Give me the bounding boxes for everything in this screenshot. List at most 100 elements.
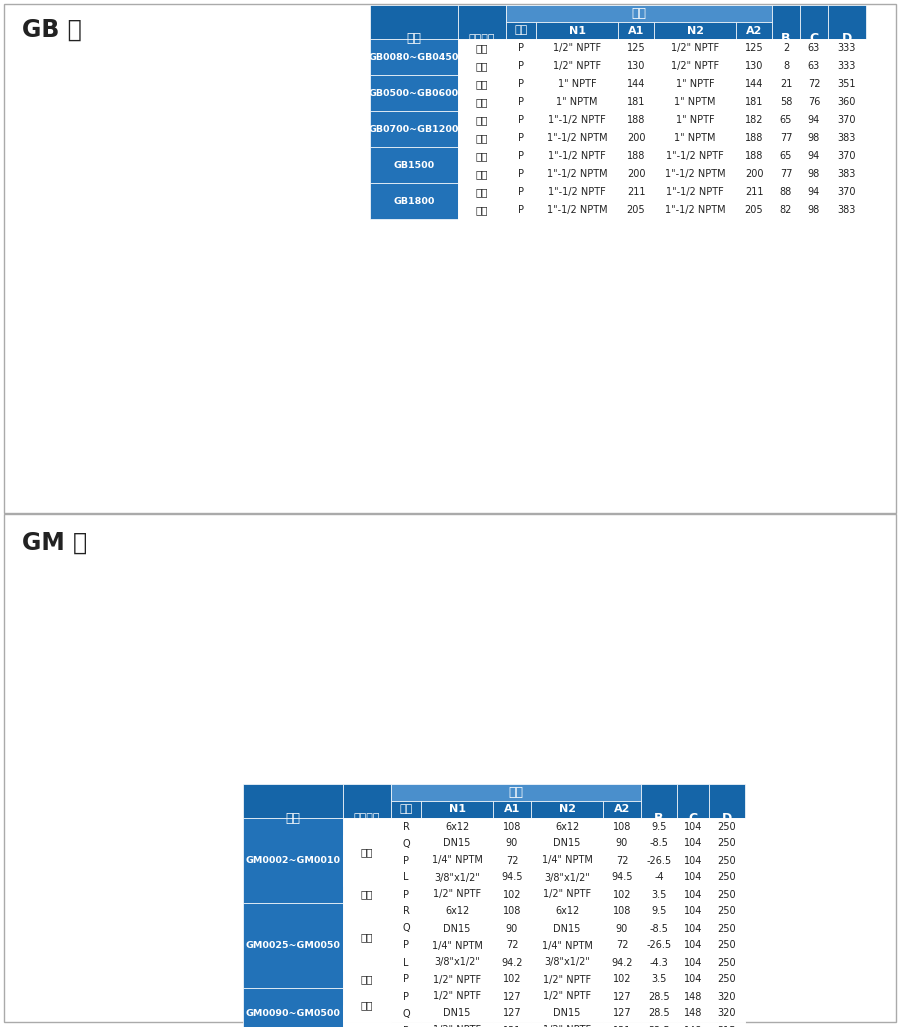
Text: 金属: 金属 <box>476 61 488 71</box>
Bar <box>641 835 677 852</box>
Text: N1: N1 <box>569 26 586 36</box>
Bar <box>828 201 866 219</box>
Bar <box>654 201 736 219</box>
Text: 383: 383 <box>838 205 856 215</box>
Bar <box>506 183 536 201</box>
Text: 182: 182 <box>745 115 763 125</box>
Text: 1"-1/2 NPTM: 1"-1/2 NPTM <box>665 205 725 215</box>
Bar <box>531 869 603 886</box>
Bar <box>603 920 641 937</box>
Text: C: C <box>688 811 698 825</box>
Bar <box>641 971 677 988</box>
Bar <box>421 1022 493 1027</box>
Text: 320: 320 <box>718 1009 736 1019</box>
Text: 181: 181 <box>745 97 763 107</box>
Bar <box>421 886 493 903</box>
Bar <box>828 5 866 39</box>
Bar <box>370 111 458 147</box>
Bar <box>458 201 506 219</box>
Bar <box>370 39 458 75</box>
Bar <box>641 886 677 903</box>
Text: 1/2" NPTF: 1/2" NPTF <box>433 991 482 1001</box>
Bar <box>641 988 677 1005</box>
Bar <box>391 903 421 920</box>
Bar <box>531 886 603 903</box>
Text: 3/8"x1/2": 3/8"x1/2" <box>544 957 590 967</box>
Bar <box>736 201 772 219</box>
Text: D: D <box>722 811 732 825</box>
Bar <box>800 183 828 201</box>
Bar <box>800 93 828 111</box>
Text: 130: 130 <box>626 61 645 71</box>
Bar <box>421 920 493 937</box>
Text: 3/8"x1/2": 3/8"x1/2" <box>544 873 590 882</box>
Bar <box>421 988 493 1005</box>
Bar <box>493 869 531 886</box>
Text: 编码: 编码 <box>400 804 412 814</box>
Text: 94.5: 94.5 <box>501 873 523 882</box>
Text: 58: 58 <box>779 97 792 107</box>
Text: 3.5: 3.5 <box>652 889 667 900</box>
Text: 315: 315 <box>718 1026 736 1027</box>
Bar <box>243 903 343 988</box>
Bar <box>391 852 421 869</box>
Text: 1/2" NPTF: 1/2" NPTF <box>553 43 601 53</box>
Text: -4: -4 <box>654 873 664 882</box>
Text: 1/2" NPTF: 1/2" NPTF <box>543 889 591 900</box>
Bar <box>709 1022 745 1027</box>
Text: 205: 205 <box>626 205 645 215</box>
Bar <box>243 784 343 817</box>
Bar <box>641 1022 677 1027</box>
Text: GB 泵: GB 泵 <box>22 18 82 42</box>
Text: 104: 104 <box>684 838 702 848</box>
Text: P: P <box>403 889 409 900</box>
Text: 108: 108 <box>613 907 631 916</box>
Bar <box>677 937 709 954</box>
Bar <box>493 903 531 920</box>
Bar <box>677 1005 709 1022</box>
Bar <box>641 937 677 954</box>
Bar <box>709 886 745 903</box>
Text: 370: 370 <box>838 151 856 161</box>
Bar <box>709 954 745 971</box>
Bar <box>343 852 391 869</box>
Bar <box>343 1005 391 1022</box>
Text: 63: 63 <box>808 61 820 71</box>
Text: 塑料: 塑料 <box>361 931 374 942</box>
Bar <box>772 147 800 165</box>
Bar <box>531 937 603 954</box>
Text: P: P <box>518 43 524 53</box>
Bar <box>677 920 709 937</box>
Bar <box>603 903 641 920</box>
Text: 104: 104 <box>684 941 702 951</box>
Bar <box>391 817 421 835</box>
Text: P: P <box>403 975 409 985</box>
Text: P: P <box>403 1026 409 1027</box>
Text: DN15: DN15 <box>554 838 580 848</box>
Bar <box>677 784 709 817</box>
Text: N2: N2 <box>559 804 575 814</box>
Text: 1"-1/2 NPTF: 1"-1/2 NPTF <box>548 115 606 125</box>
Text: 72: 72 <box>616 941 628 951</box>
Text: 6x12: 6x12 <box>555 907 579 916</box>
Text: 1" NPTF: 1" NPTF <box>676 79 715 89</box>
Bar <box>800 165 828 183</box>
Bar <box>243 817 343 903</box>
Text: 1"-1/2 NPTF: 1"-1/2 NPTF <box>666 151 724 161</box>
Text: 65: 65 <box>779 151 792 161</box>
Text: P: P <box>403 991 409 1001</box>
Bar <box>506 22 536 39</box>
Bar <box>531 920 603 937</box>
Bar <box>458 75 506 93</box>
Text: DN15: DN15 <box>444 838 471 848</box>
Bar <box>421 903 493 920</box>
Bar <box>493 971 531 988</box>
Bar <box>800 39 828 58</box>
Bar <box>800 129 828 147</box>
Text: 1" NPTM: 1" NPTM <box>556 97 598 107</box>
Bar <box>641 869 677 886</box>
Text: Q: Q <box>402 923 410 934</box>
Text: 250: 250 <box>717 838 736 848</box>
Text: 104: 104 <box>684 873 702 882</box>
Bar <box>493 852 531 869</box>
